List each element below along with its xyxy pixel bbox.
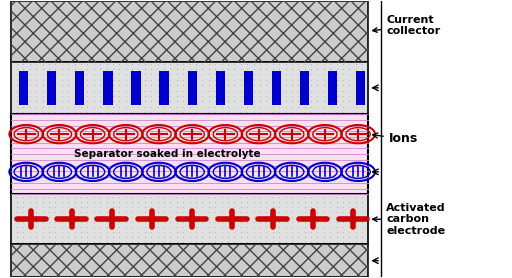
Bar: [11, 114, 368, 194]
Bar: [11, 194, 368, 244]
Bar: [328, 71, 337, 105]
Bar: [11, 244, 368, 277]
Bar: [47, 71, 56, 105]
Text: Current
collector: Current collector: [373, 15, 440, 36]
Bar: [272, 71, 281, 105]
Bar: [132, 71, 141, 105]
Text: Separator soaked in electrolyte: Separator soaked in electrolyte: [74, 149, 260, 159]
Bar: [244, 71, 253, 105]
Text: Activated
carbon
electrode: Activated carbon electrode: [373, 203, 446, 236]
Bar: [216, 71, 225, 105]
Bar: [11, 1, 368, 61]
Bar: [356, 71, 365, 105]
Bar: [160, 71, 168, 105]
Bar: [187, 71, 197, 105]
Bar: [75, 71, 84, 105]
Bar: [11, 244, 368, 277]
Text: Ions: Ions: [373, 133, 418, 145]
Bar: [103, 71, 113, 105]
Bar: [11, 1, 368, 61]
Bar: [300, 71, 309, 105]
Bar: [19, 71, 28, 105]
Bar: [11, 61, 368, 114]
